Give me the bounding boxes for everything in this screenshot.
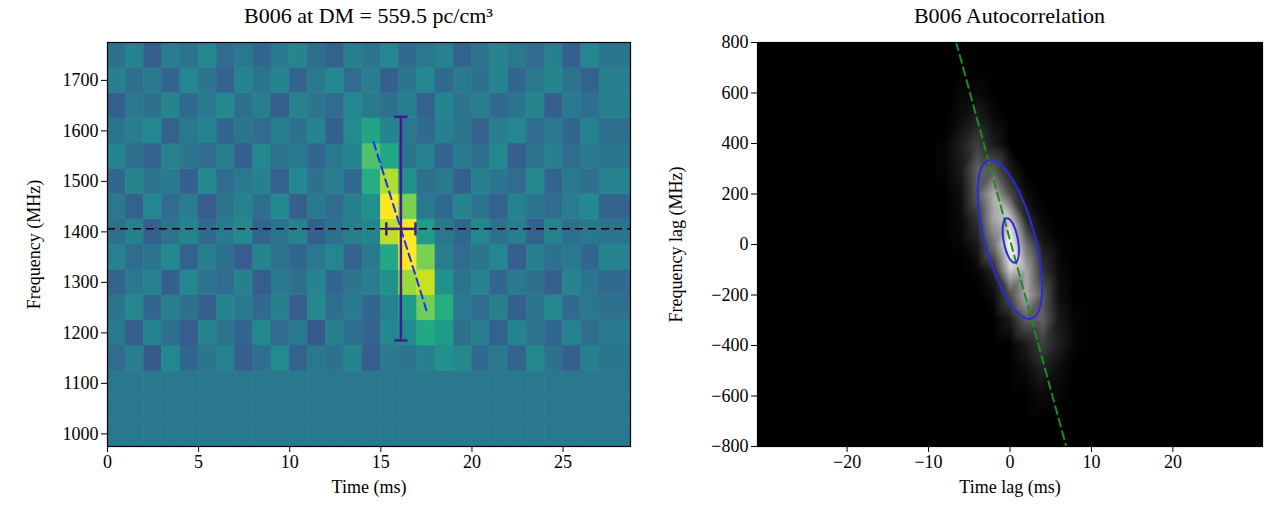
svg-text:20: 20 bbox=[1164, 452, 1182, 472]
html-text:B006 at DM = 559.5 pc/cm³: B006 at DM = 559.5 pc/cm³ bbox=[244, 3, 493, 28]
svg-text:400: 400 bbox=[722, 133, 749, 153]
svg-text:Time (ms): Time (ms) bbox=[332, 477, 407, 498]
svg-text:−10: −10 bbox=[914, 452, 942, 472]
svg-text:1600: 1600 bbox=[63, 121, 99, 141]
svg-text:0: 0 bbox=[103, 452, 112, 472]
svg-text:10: 10 bbox=[1082, 452, 1100, 472]
svg-text:Frequency (MHz): Frequency (MHz) bbox=[24, 180, 45, 309]
svg-text:−20: −20 bbox=[833, 452, 861, 472]
svg-text:0: 0 bbox=[740, 234, 749, 254]
svg-text:25: 25 bbox=[554, 452, 572, 472]
svg-text:1400: 1400 bbox=[63, 222, 99, 242]
svg-text:1200: 1200 bbox=[63, 323, 99, 343]
svg-text:Frequency lag (MHz): Frequency lag (MHz) bbox=[666, 167, 687, 323]
svg-text:−600: −600 bbox=[711, 386, 748, 406]
svg-text:−800: −800 bbox=[711, 436, 748, 456]
svg-text:600: 600 bbox=[722, 83, 749, 103]
svg-text:1300: 1300 bbox=[63, 272, 99, 292]
svg-text:−200: −200 bbox=[711, 285, 748, 305]
svg-text:15: 15 bbox=[372, 452, 390, 472]
svg-text:−400: −400 bbox=[711, 335, 748, 355]
svg-text:Time lag (ms): Time lag (ms) bbox=[959, 477, 1060, 498]
svg-text:800: 800 bbox=[722, 32, 749, 52]
svg-text:1700: 1700 bbox=[63, 70, 99, 90]
svg-text:5: 5 bbox=[194, 452, 203, 472]
svg-text:1100: 1100 bbox=[63, 373, 98, 393]
svg-text:20: 20 bbox=[463, 452, 481, 472]
svg-text:1500: 1500 bbox=[63, 171, 99, 191]
svg-text:10: 10 bbox=[281, 452, 299, 472]
svg-text:0: 0 bbox=[1006, 452, 1015, 472]
svg-text:1000: 1000 bbox=[63, 424, 99, 444]
svg-text:200: 200 bbox=[722, 184, 749, 204]
html-text:B006 Autocorrelation: B006 Autocorrelation bbox=[913, 3, 1106, 28]
